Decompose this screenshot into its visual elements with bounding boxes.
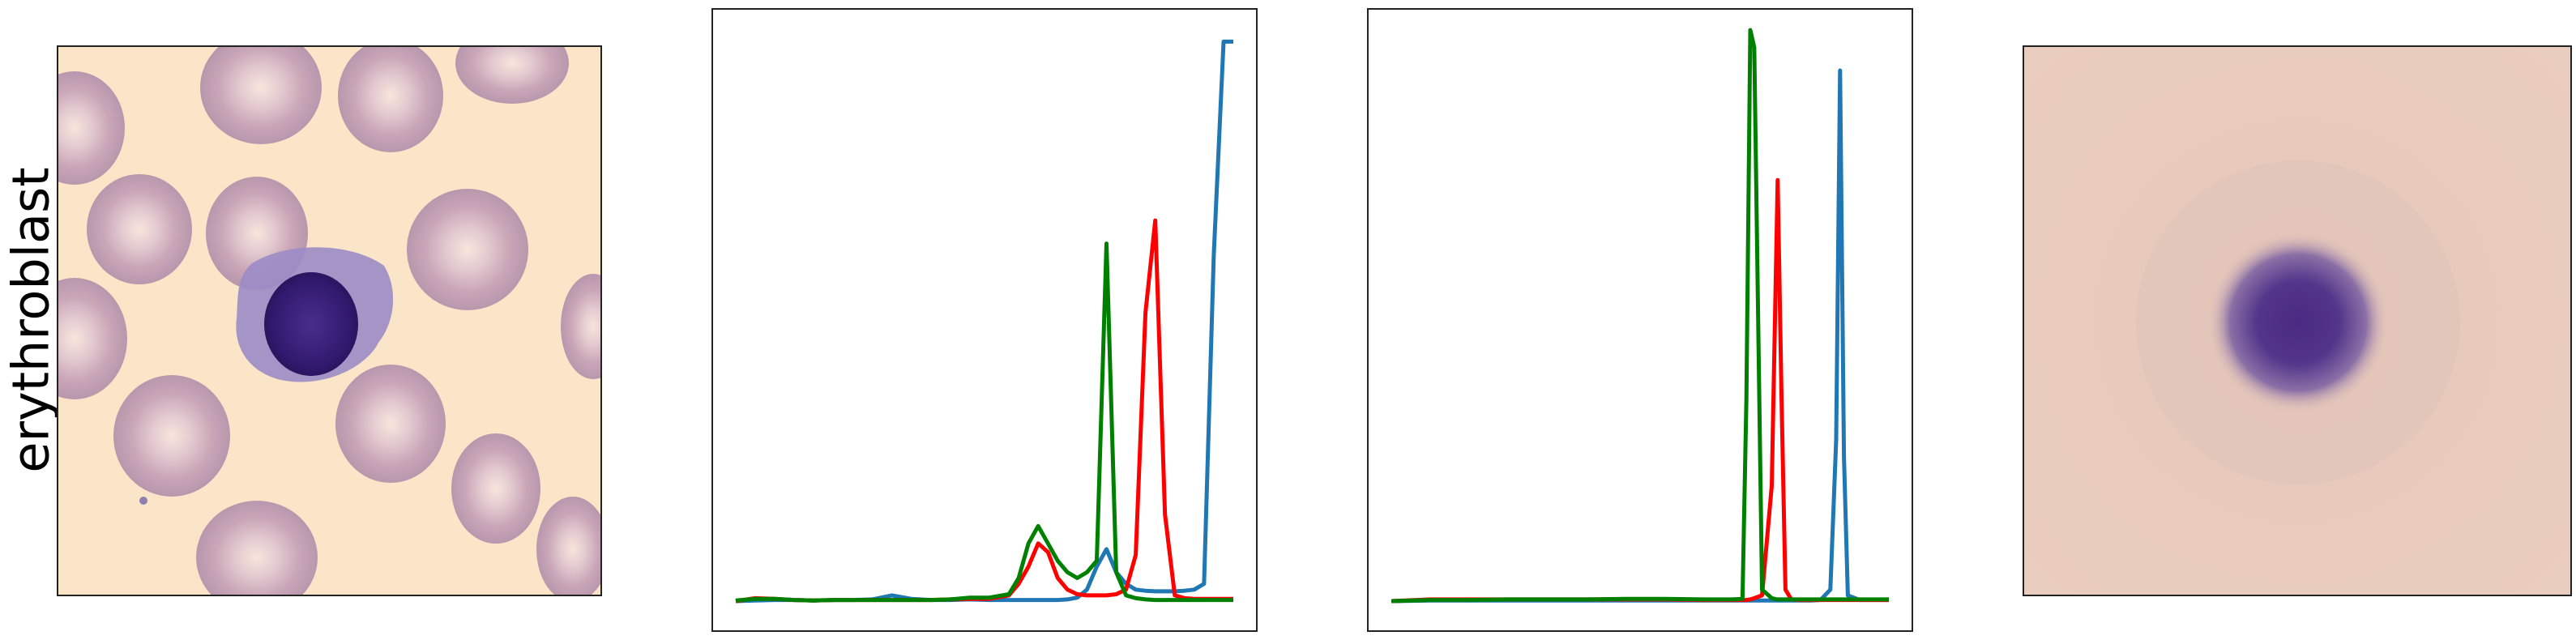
average-cell-image bbox=[2023, 45, 2572, 596]
average-cell-svg bbox=[2024, 47, 2570, 595]
histogram-chart-2 bbox=[1391, 28, 1889, 604]
histogram-chart-1 bbox=[735, 39, 1233, 604]
histogram-2-green-line bbox=[1391, 28, 1889, 604]
blood-smear-image bbox=[57, 45, 602, 596]
histogram-panel-1 bbox=[711, 8, 1258, 632]
blood-smear-svg bbox=[58, 47, 600, 595]
histogram-1-green-line bbox=[735, 241, 1233, 603]
red-blood-cells bbox=[58, 47, 600, 595]
histogram-1-red-line bbox=[735, 218, 1233, 604]
platelet bbox=[139, 497, 147, 505]
erythroblast-nucleus bbox=[264, 272, 358, 376]
histogram-2-blue-line bbox=[1391, 68, 1889, 604]
average-nucleus bbox=[2207, 232, 2389, 413]
row-label: erythroblast bbox=[1, 167, 61, 473]
histogram-2-red-line bbox=[1391, 177, 1889, 604]
histogram-panel-2 bbox=[1367, 8, 1913, 632]
